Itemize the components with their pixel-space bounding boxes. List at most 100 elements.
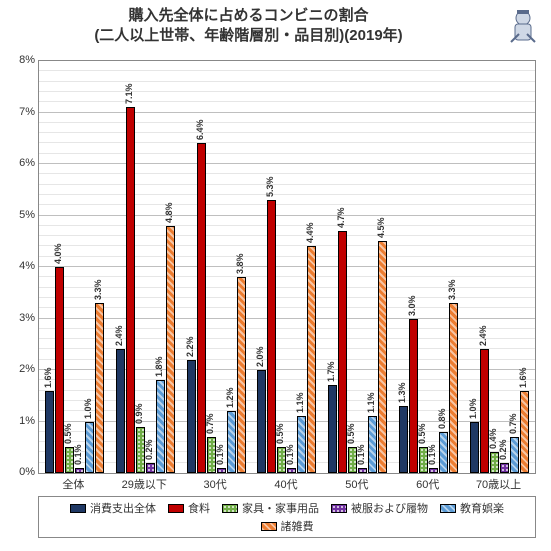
bar <box>520 391 529 473</box>
data-label: 4.7% <box>336 207 346 228</box>
bar <box>500 463 509 473</box>
bar <box>358 468 367 473</box>
y-tick-label: 6% <box>5 157 35 169</box>
mascot-icon <box>501 4 545 48</box>
data-label: 0.2% <box>144 439 154 460</box>
data-label: 0.9% <box>134 403 144 424</box>
data-label: 1.1% <box>366 393 376 414</box>
category-group: 1.6%4.0%0.5%0.1%1.0%3.3% <box>39 61 110 473</box>
y-tick-label: 5% <box>5 209 35 221</box>
data-label: 1.6% <box>43 367 53 388</box>
x-tick-label: 29歳以下 <box>109 476 180 492</box>
data-label: 1.1% <box>295 393 305 414</box>
legend-swatch <box>168 504 184 513</box>
legend-label: 消費支出全体 <box>90 500 156 516</box>
x-tick-label: 30代 <box>180 476 251 492</box>
data-label: 0.1% <box>285 444 295 465</box>
legend-swatch <box>331 504 347 513</box>
data-label: 3.3% <box>447 280 457 301</box>
x-tick-label: 全体 <box>38 476 109 492</box>
legend-label: 家具・家事用品 <box>242 500 319 516</box>
category-group: 1.0%2.4%0.4%0.2%0.7%1.6% <box>464 61 535 473</box>
data-label: 1.7% <box>326 362 336 383</box>
chart-title: 購入先全体に占めるコンビニの割合 (二人以上世帯、年齢階層別・品目別)(2019… <box>0 6 497 47</box>
data-label: 1.2% <box>225 388 235 409</box>
legend-item: 家具・家事用品 <box>222 500 319 516</box>
x-tick-label: 50代 <box>321 476 392 492</box>
legend-label: 教育娯楽 <box>460 500 504 516</box>
legend-item: 被服および履物 <box>331 500 428 516</box>
bar <box>480 349 489 473</box>
category-group: 1.3%3.0%0.5%0.1%0.8%3.3% <box>393 61 464 473</box>
category-group: 2.0%5.3%0.5%0.1%1.1%4.4% <box>252 61 323 473</box>
data-label: 4.8% <box>164 202 174 223</box>
bar <box>116 349 125 473</box>
bar <box>287 468 296 473</box>
data-label: 1.0% <box>83 398 93 419</box>
bar <box>257 370 266 473</box>
bar <box>75 468 84 473</box>
legend: 消費支出全体 食料 家具・家事用品 被服および履物 教育娯楽諸雑費 <box>38 496 536 538</box>
data-label: 2.4% <box>478 326 488 347</box>
data-label: 4.5% <box>376 218 386 239</box>
legend-item: 諸雑費 <box>261 518 314 534</box>
bar <box>237 277 246 473</box>
bar <box>439 432 448 473</box>
data-label: 1.6% <box>518 367 528 388</box>
data-label: 4.0% <box>53 243 63 264</box>
legend-swatch <box>70 504 86 513</box>
title-line2: (二人以上世帯、年齢階層別・品目別)(2019年) <box>94 27 402 44</box>
legend-item: 消費支出全体 <box>70 500 156 516</box>
category-group: 2.4% 7.1% 0.9% 0.2% 1.8% 4.8% <box>110 61 181 473</box>
legend-swatch <box>222 504 238 513</box>
x-tick-label: 60代 <box>392 476 463 492</box>
bar <box>429 468 438 473</box>
bar <box>85 422 94 474</box>
legend-label: 諸雑費 <box>281 518 314 534</box>
bar <box>297 416 306 473</box>
plot-area: 1.6%4.0%0.5%0.1%1.0%3.3%2.4%7.1%0.9%0.2%… <box>38 60 536 474</box>
data-label: 0.5% <box>346 424 356 445</box>
legend-label: 被服および履物 <box>351 500 428 516</box>
y-tick-label: 4% <box>5 260 35 272</box>
x-tick-label: 70歳以上 <box>463 476 534 492</box>
bar <box>217 468 226 473</box>
bar <box>449 303 458 473</box>
data-label: 3.8% <box>235 254 245 275</box>
data-label: 0.2% <box>498 439 508 460</box>
legend-label: 食料 <box>188 500 210 516</box>
data-label: 0.7% <box>205 413 215 434</box>
data-label: 0.5% <box>417 424 427 445</box>
bar <box>156 380 165 473</box>
bar <box>368 416 377 473</box>
x-tick-label: 40代 <box>251 476 322 492</box>
data-label: 1.3% <box>397 383 407 404</box>
data-label: 3.0% <box>407 295 417 316</box>
bar <box>328 385 337 473</box>
data-label: 2.0% <box>255 346 265 367</box>
y-tick-label: 8% <box>5 54 35 66</box>
data-label: 0.4% <box>488 429 498 450</box>
category-group: 2.2%6.4%0.7%0.1%1.2%3.8% <box>181 61 252 473</box>
legend-item: 食料 <box>168 500 210 516</box>
data-label: 0.1% <box>356 444 366 465</box>
bar <box>307 246 316 473</box>
data-label: 0.1% <box>215 444 225 465</box>
y-tick-label: 0% <box>5 466 35 478</box>
data-label: 0.1% <box>73 444 83 465</box>
bar <box>227 411 236 473</box>
bar <box>399 406 408 473</box>
data-label: 1.8% <box>154 357 164 378</box>
bar <box>378 241 387 473</box>
data-label: 2.2% <box>185 336 195 357</box>
bar <box>166 226 175 473</box>
y-tick-label: 2% <box>5 363 35 375</box>
legend-swatch <box>440 504 456 513</box>
legend-swatch <box>261 522 277 531</box>
bar <box>470 422 479 474</box>
data-label: 2.4% <box>114 326 124 347</box>
bar <box>95 303 104 473</box>
bar <box>45 391 54 473</box>
data-label: 7.1% <box>124 84 134 105</box>
y-tick-label: 3% <box>5 312 35 324</box>
